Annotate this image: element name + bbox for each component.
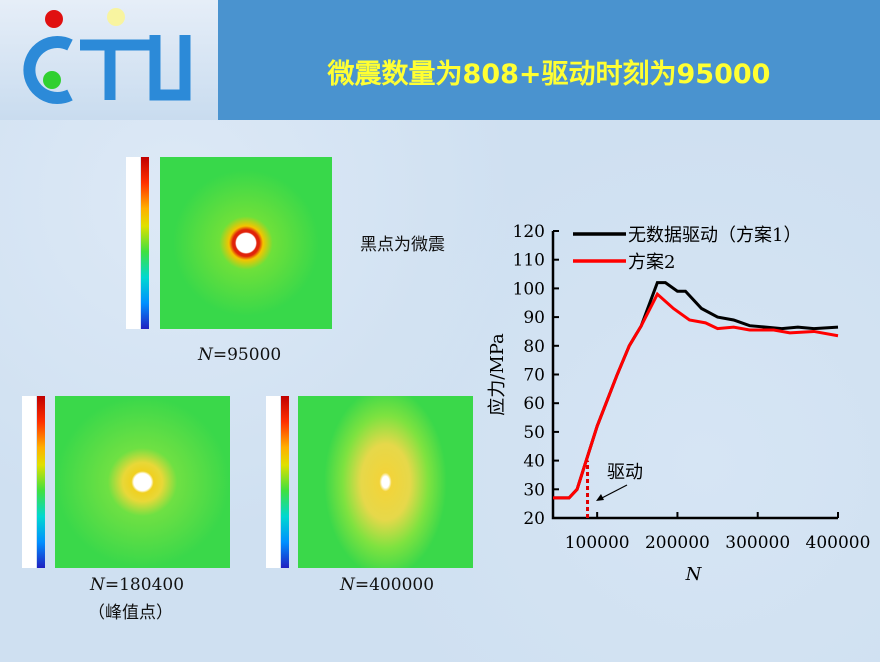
x-tick-label: 400000	[806, 533, 871, 553]
arrow-head-icon	[596, 494, 604, 501]
title-bar: 微震数量为808+驱动时刻为95000	[218, 0, 880, 120]
series-line-2	[553, 291, 839, 500]
note-microseismic: 黑点为微震	[360, 235, 445, 255]
x-tick-label: 200000	[645, 533, 710, 553]
y-tick-label: 90	[523, 308, 545, 328]
drive-annotation: 驱动	[607, 462, 643, 483]
slide-title: 微震数量为808+驱动时刻为95000	[327, 59, 771, 90]
y-tick-label: 50	[523, 423, 545, 443]
caption-180400: N=180400	[90, 575, 185, 595]
y-tick-label: 60	[523, 394, 545, 414]
ctu-logo-icon	[23, 8, 191, 104]
colorbar-labels	[126, 157, 140, 329]
colorbar	[37, 396, 45, 568]
y-tick-label: 30	[523, 480, 545, 500]
y-axis-label: 应力/MPa	[487, 333, 508, 416]
series-line-1	[553, 281, 839, 500]
y-tick-label: 40	[523, 452, 545, 472]
x-axis-label: N	[685, 564, 703, 585]
legend-label-2: 方案2	[628, 252, 675, 273]
legend-label-1: 无数据驱动（方案1）	[628, 225, 801, 246]
caption-95000: N=95000	[198, 345, 282, 365]
caption-400000: N=400000	[340, 575, 435, 595]
heatmap-400000	[298, 396, 473, 568]
x-tick-label: 300000	[725, 533, 790, 553]
y-tick-label: 100	[513, 279, 545, 299]
colorbar-labels	[266, 396, 280, 568]
heatmap-180400	[55, 396, 230, 568]
x-tick-label: 100000	[565, 533, 630, 553]
y-tick-label: 20	[523, 509, 545, 529]
y-tick-label: 80	[523, 337, 545, 357]
colorbar	[141, 157, 149, 329]
axes	[551, 231, 838, 520]
y-tick-label: 120	[513, 222, 545, 242]
y-tick-label: 70	[523, 366, 545, 386]
y-tick-label: 110	[513, 251, 545, 271]
annotation-arrow	[597, 484, 628, 501]
colorbar-labels	[22, 396, 36, 568]
heatmap-95000	[160, 157, 332, 329]
colorbar	[281, 396, 289, 568]
logo	[0, 0, 218, 120]
caption-peak: （峰值点）	[88, 603, 173, 623]
